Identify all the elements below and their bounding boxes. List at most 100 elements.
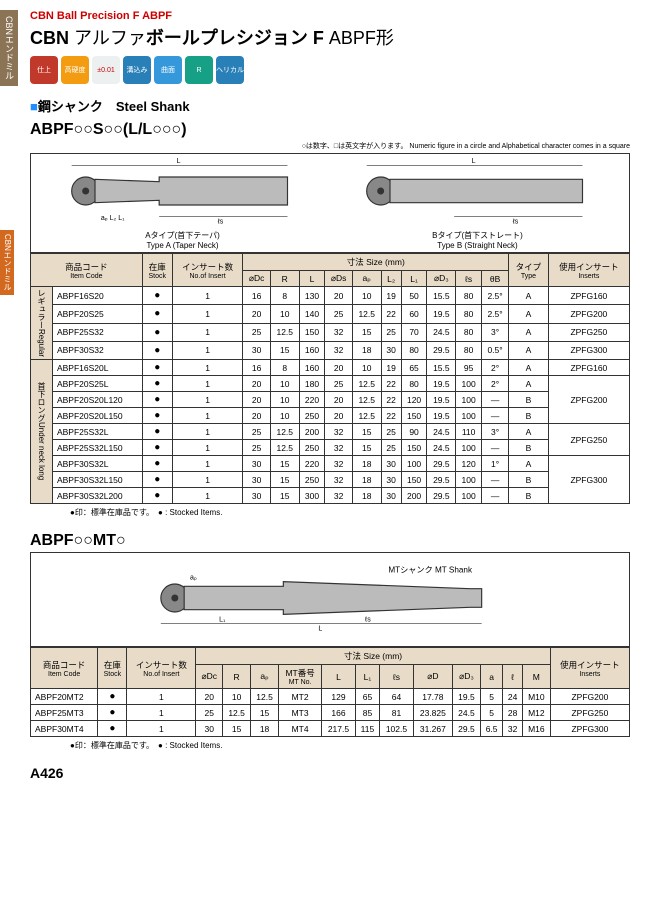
- diagram-box-1: L ℓs aₚ L₂ L₁ Aタイプ(首下テーパ)Type A (Taper N…: [30, 153, 630, 253]
- th-l: L: [299, 271, 325, 287]
- row-group-label: レギュラーRegular: [31, 287, 53, 360]
- table-cell: 15: [352, 323, 381, 341]
- table-row: ABPF20S20L150●120102502012.52215019.5100…: [31, 408, 630, 424]
- th2-l: L: [322, 665, 356, 689]
- table-cell: 102.5: [380, 721, 414, 737]
- table-cell: 70: [401, 323, 427, 341]
- table-row: 首下ロングUnder neck longABPF16S20L●116816020…: [31, 360, 630, 376]
- table-cell: 18: [251, 721, 279, 737]
- table-cell: 20: [325, 392, 352, 408]
- table-cell: 25: [243, 440, 270, 456]
- table-cell: 18: [352, 456, 381, 472]
- th-ap: aₚ: [352, 271, 381, 287]
- table-cell: 12.5: [270, 323, 299, 341]
- table2-note: ●印：標準在庫品です。 ● : Stocked Items.: [30, 740, 630, 751]
- table-cell: 90: [401, 424, 427, 440]
- th2-mt: MT番号MT No.: [279, 665, 322, 689]
- table-cell: 65: [355, 689, 379, 705]
- table-cell: ●: [98, 705, 127, 721]
- spec-table-2: 商品コードItem Code 在庫Stock インサート数No.of Inser…: [30, 647, 630, 737]
- table-cell: ABPF16S20: [52, 287, 142, 305]
- th-use-insert: 使用インサートInserts: [548, 254, 629, 287]
- table-cell: 16: [243, 360, 270, 376]
- table-cell: M12: [522, 705, 550, 721]
- section-label-jp: 鋼シャンク: [38, 99, 103, 114]
- header: CBN Ball Precision F ABPF CBN アルファボールプレシ…: [30, 10, 630, 84]
- th2-li: ℓ: [503, 665, 523, 689]
- table-row: ABPF25MT3●12512.515MT3166858123.82524.55…: [31, 705, 630, 721]
- table-cell: 20: [325, 408, 352, 424]
- th-dc: ⌀Dc: [243, 271, 270, 287]
- table-cell: ●: [142, 376, 172, 392]
- table-cell: 100: [456, 488, 482, 504]
- table-cell: 30: [381, 456, 401, 472]
- title-part-3: ボールプレシジョン F: [146, 28, 324, 48]
- table-cell: 24.5: [427, 440, 456, 456]
- table-cell: 15: [270, 456, 299, 472]
- table-cell: 32: [325, 472, 352, 488]
- table-cell: 1°: [482, 456, 509, 472]
- table-cell: 25: [381, 323, 401, 341]
- table-cell: 30: [243, 488, 270, 504]
- table-cell: 12.5: [352, 408, 381, 424]
- table-cell: 250: [299, 408, 325, 424]
- insert-cell: ZPFG300: [548, 341, 629, 359]
- table-cell: ●: [98, 689, 127, 705]
- feature-icon: ±0.01: [92, 56, 120, 84]
- section-label-en: Steel Shank: [116, 99, 190, 114]
- table-cell: ZPFG300: [550, 721, 629, 737]
- table-cell: ●: [142, 424, 172, 440]
- table-cell: 95: [456, 360, 482, 376]
- table-cell: 24.5: [427, 323, 456, 341]
- table-cell: 1: [172, 360, 243, 376]
- table-cell: 10: [223, 689, 251, 705]
- table-cell: ABPF25S32L: [52, 424, 142, 440]
- th2-item-code: 商品コードItem Code: [31, 648, 98, 689]
- table-cell: ●: [142, 323, 172, 341]
- table-cell: 100: [456, 376, 482, 392]
- table-cell: B: [509, 488, 549, 504]
- table-cell: 15: [223, 721, 251, 737]
- table-cell: 10: [352, 360, 381, 376]
- table-cell: 30: [243, 472, 270, 488]
- table-cell: 80: [401, 376, 427, 392]
- table-cell: ABPF20S20L120: [52, 392, 142, 408]
- main-title: CBN アルファボールプレシジョン F ABPF形: [30, 24, 630, 50]
- table-cell: 1: [127, 689, 196, 705]
- table-cell: 22: [381, 305, 401, 323]
- th2-l1: L₁: [355, 665, 379, 689]
- table-cell: M16: [522, 721, 550, 737]
- feature-icon: 仕上: [30, 56, 58, 84]
- table-cell: 22: [381, 408, 401, 424]
- table-cell: 100: [456, 392, 482, 408]
- table-cell: 250: [299, 472, 325, 488]
- table-cell: ABPF16S20L: [52, 360, 142, 376]
- table-cell: 15: [270, 472, 299, 488]
- table-cell: 15: [352, 440, 381, 456]
- svg-text:L₁: L₁: [219, 616, 226, 623]
- svg-text:ℓs: ℓs: [217, 219, 224, 226]
- table-cell: 110: [456, 424, 482, 440]
- table-cell: 80: [456, 305, 482, 323]
- th2-ap: aₚ: [251, 665, 279, 689]
- table-cell: 32: [325, 424, 352, 440]
- table-cell: 10: [270, 376, 299, 392]
- table-cell: 29.5: [427, 341, 456, 359]
- table-cell: 12.5: [352, 376, 381, 392]
- table-cell: —: [482, 392, 509, 408]
- table-cell: 100: [401, 456, 427, 472]
- svg-text:L: L: [177, 158, 181, 165]
- table-cell: 10: [270, 392, 299, 408]
- insert-cell: ZPFG250: [548, 424, 629, 456]
- table-cell: 32: [325, 341, 352, 359]
- th2-insert-count: インサート数No.of Insert: [127, 648, 196, 689]
- table-cell: ABPF20MT2: [31, 689, 98, 705]
- diagram-type-b: L ℓs Bタイプ(首下ストレート)Type B (Straight Neck): [330, 156, 625, 250]
- table-cell: 10: [270, 305, 299, 323]
- table-cell: 2.5°: [482, 305, 509, 323]
- table-cell: 150: [401, 440, 427, 456]
- feature-icon: R: [185, 56, 213, 84]
- table-cell: 30: [243, 456, 270, 472]
- table-cell: 19.5: [427, 376, 456, 392]
- square-bullet-icon: ■: [30, 99, 38, 114]
